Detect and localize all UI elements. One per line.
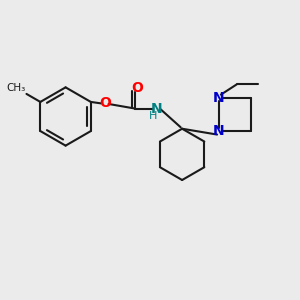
Text: CH₃: CH₃ (6, 83, 25, 93)
Text: N: N (213, 91, 224, 105)
Text: O: O (99, 96, 111, 110)
Text: N: N (213, 124, 224, 138)
Text: O: O (131, 81, 143, 95)
Text: N: N (151, 102, 162, 116)
Text: H: H (149, 111, 157, 121)
